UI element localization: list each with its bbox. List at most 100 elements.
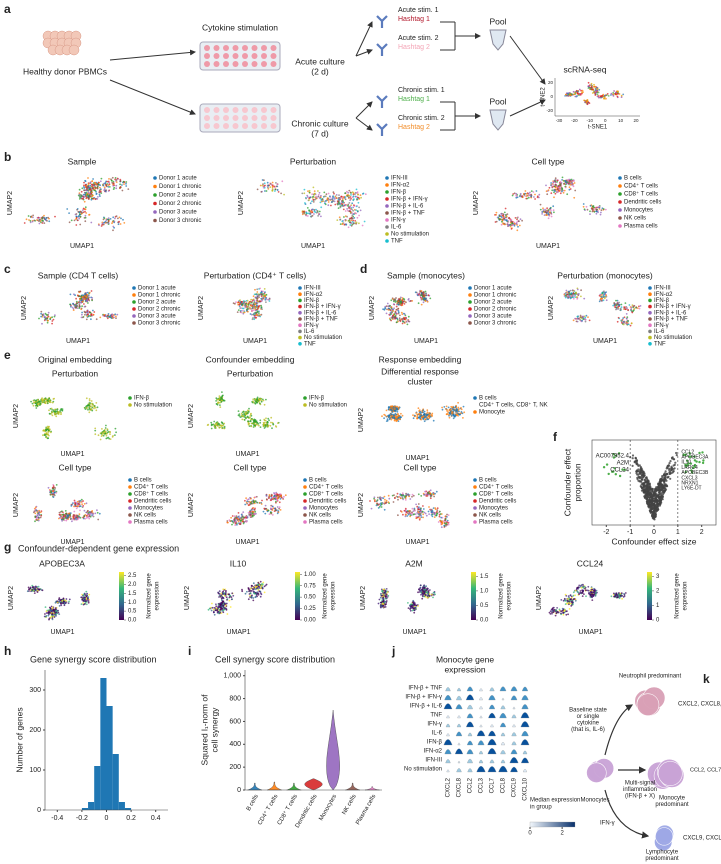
- cell-point: [359, 194, 362, 197]
- cell-point: [630, 308, 632, 311]
- cell-point: [237, 516, 240, 518]
- arrow: [355, 101, 373, 119]
- cell-point: [243, 521, 246, 523]
- cell-point: [377, 507, 380, 509]
- well: [242, 123, 248, 129]
- cell-point: [615, 91, 617, 94]
- cell-point: [572, 297, 575, 300]
- cell-point: [345, 223, 348, 226]
- cell-point: [88, 214, 90, 216]
- cell-point: [268, 494, 271, 496]
- cell-point: [244, 499, 246, 502]
- cell-point: [546, 193, 549, 196]
- cell-point: [246, 515, 249, 518]
- legend-marker: [298, 323, 302, 328]
- cell-point: [74, 502, 77, 505]
- cell-point: [586, 99, 589, 102]
- legend-label: IFN-α2: [391, 183, 410, 189]
- legend-label: NK cells: [624, 216, 646, 222]
- cell-point: [74, 517, 77, 520]
- cell-point: [559, 187, 562, 190]
- well: [251, 115, 258, 121]
- legend-label: Plasma cells: [134, 520, 168, 526]
- cell-point: [125, 182, 127, 185]
- cell-point: [88, 399, 91, 402]
- cell-point: [100, 225, 103, 227]
- legend-marker: [385, 204, 389, 208]
- cell-point: [425, 514, 428, 517]
- cell-point: [281, 180, 284, 183]
- cell-point: [444, 518, 447, 521]
- cell-point: [238, 303, 241, 306]
- cell-point: [254, 510, 257, 513]
- cell-point: [49, 493, 52, 495]
- legend-label: TNF: [391, 239, 403, 245]
- well: [251, 45, 258, 51]
- cell-point: [258, 501, 261, 504]
- cell-point: [38, 217, 41, 219]
- cell-point: [390, 299, 393, 302]
- cell-point: [620, 303, 623, 306]
- cell-point: [79, 509, 81, 512]
- cell-point: [578, 317, 580, 320]
- cell-point: [81, 209, 84, 212]
- cell-point: [505, 215, 508, 218]
- cell-point: [554, 190, 556, 193]
- cell-point: [400, 302, 402, 305]
- cell-point: [38, 222, 41, 225]
- cell-point: [321, 198, 323, 201]
- cell-point: [438, 515, 441, 518]
- cell-point: [392, 310, 395, 312]
- legend-marker: [648, 317, 652, 321]
- cell-point: [411, 511, 413, 514]
- cell-point: [403, 303, 406, 305]
- cell-point: [85, 197, 88, 200]
- cell-point: [549, 207, 552, 210]
- legend-label: IFN-α2: [654, 292, 673, 298]
- cell-point: [279, 509, 282, 511]
- cell-point: [302, 210, 305, 213]
- legend-marker: [618, 208, 622, 212]
- cell-point: [585, 314, 588, 317]
- cell-point: [53, 491, 56, 494]
- cell-point: [562, 191, 565, 194]
- cell-point: [44, 397, 47, 400]
- cell-point: [262, 296, 265, 299]
- cell-point: [215, 400, 218, 402]
- cell-point: [620, 94, 623, 97]
- cell-point: [240, 513, 243, 516]
- cell-point: [393, 307, 395, 310]
- cell-point: [72, 302, 74, 305]
- legend-marker: [618, 216, 622, 220]
- legend-marker: [648, 329, 652, 334]
- cell-point: [624, 306, 626, 309]
- cell-point: [77, 301, 80, 304]
- cell-point: [351, 214, 354, 217]
- cell-point: [513, 222, 516, 225]
- legend-label: TNF: [654, 341, 666, 347]
- cell-point: [115, 181, 118, 184]
- legend-marker: [298, 311, 302, 315]
- cell-point: [591, 92, 594, 94]
- cell-point: [623, 320, 626, 323]
- cell-point: [407, 512, 409, 515]
- well: [251, 123, 258, 129]
- cell-point: [384, 498, 386, 501]
- cell-point: [454, 405, 457, 408]
- cell-point: [82, 516, 84, 519]
- cell-point: [87, 195, 90, 198]
- cell-cloud: [382, 289, 432, 326]
- cell-point: [324, 195, 327, 198]
- cell-point: [605, 295, 608, 298]
- cell-point: [69, 293, 72, 296]
- cell-point: [256, 299, 259, 302]
- cell-point: [88, 515, 91, 517]
- cell-point: [393, 298, 396, 301]
- cell-point: [43, 434, 46, 436]
- cell-point: [564, 183, 567, 186]
- legend-label: Donor 1 acute: [474, 286, 512, 292]
- cell-point: [407, 315, 410, 318]
- cell-point: [106, 437, 109, 439]
- legend-marker: [132, 321, 136, 325]
- cell-point: [89, 192, 91, 195]
